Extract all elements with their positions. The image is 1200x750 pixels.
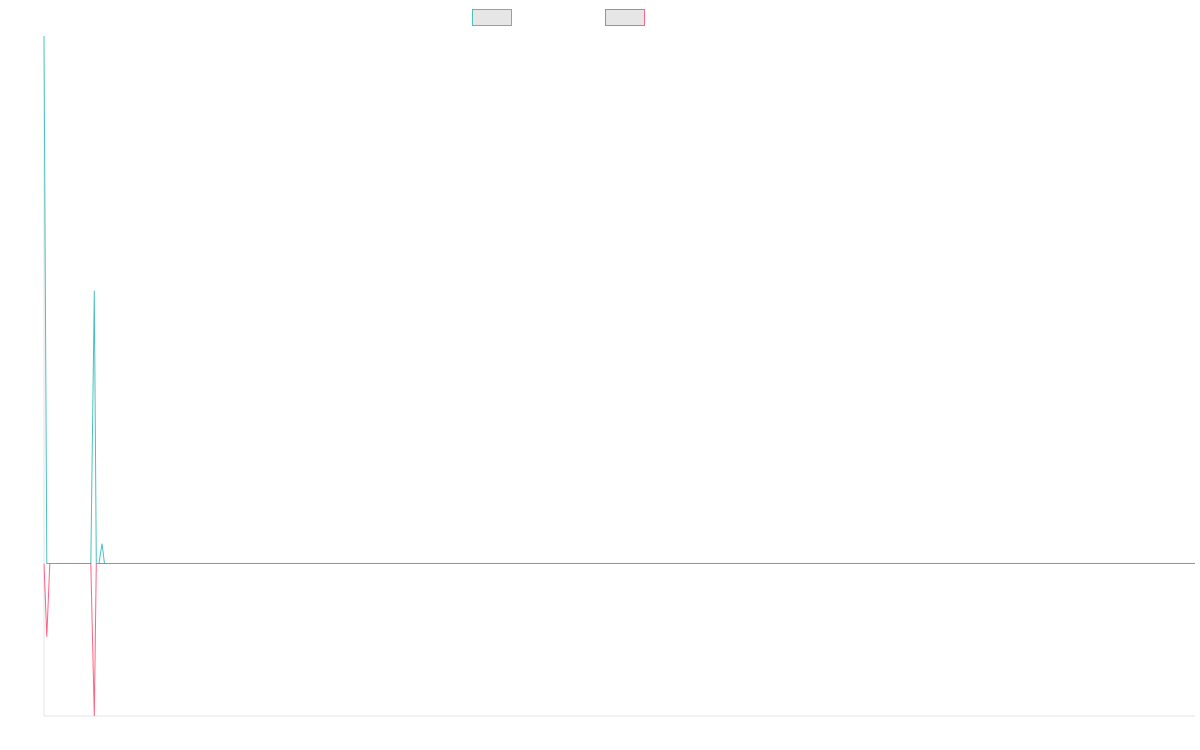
legend-swatch-2[interactable]: [605, 9, 645, 26]
chart-legend[interactable]: [472, 9, 645, 26]
plot-area: [43, 35, 1195, 717]
chart-axes: [43, 36, 1195, 717]
legend-swatch-1[interactable]: [472, 9, 512, 26]
series-line-1: [43, 35, 1195, 564]
series-line-2: [43, 563, 1195, 717]
